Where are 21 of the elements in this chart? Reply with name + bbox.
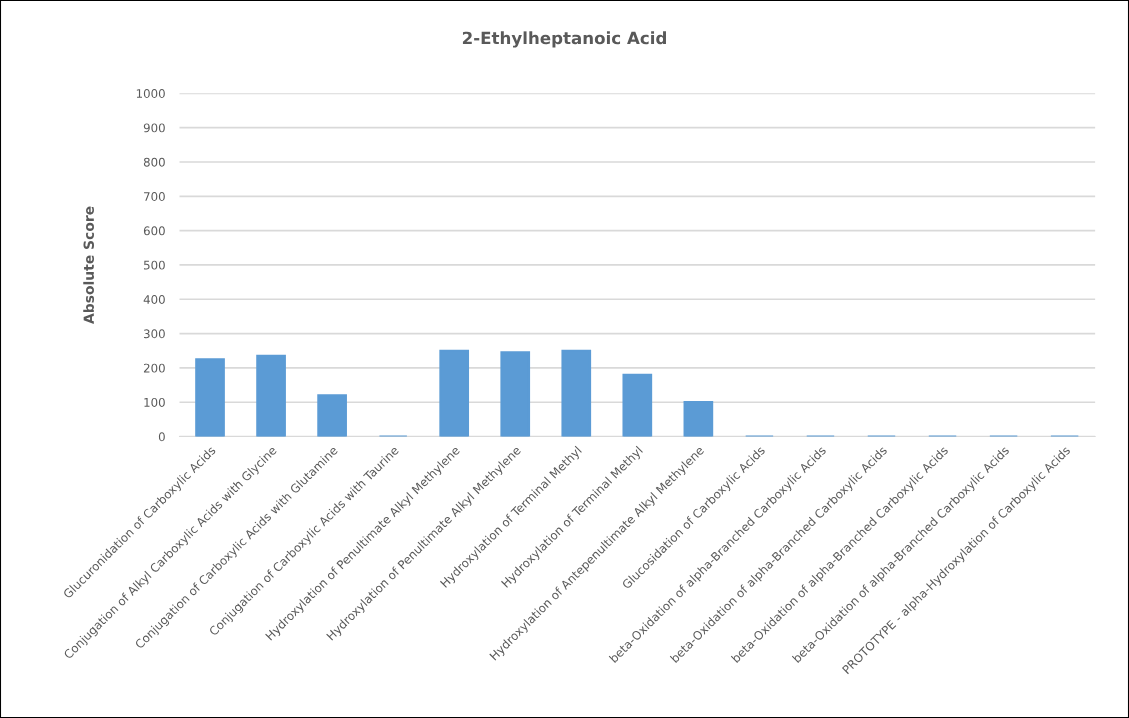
bar (500, 351, 531, 437)
y-axis-title: Absolute Score (83, 206, 94, 324)
bar (256, 354, 286, 437)
chart-title: 2-Ethylheptanoic Acid (462, 31, 666, 48)
y-tick-label: 100 (144, 397, 165, 407)
y-tick-label: 700 (144, 192, 165, 201)
y-tick-label: 400 (143, 294, 165, 304)
y-tick-label: 500 (144, 260, 165, 270)
y-tick-label: 200 (143, 363, 165, 373)
bar (683, 401, 714, 437)
bar (622, 373, 653, 437)
y-tick-label: 600 (143, 226, 165, 236)
y-tick-label: 0 (158, 432, 165, 442)
bar (561, 349, 592, 437)
y-tick-label: 1000 (136, 89, 165, 98)
y-tick-label: 300 (143, 329, 165, 339)
bar (317, 394, 347, 437)
bar (195, 358, 225, 437)
y-tick-label: 900 (143, 123, 165, 133)
y-tick-label: 800 (143, 157, 165, 167)
bar (439, 349, 470, 437)
